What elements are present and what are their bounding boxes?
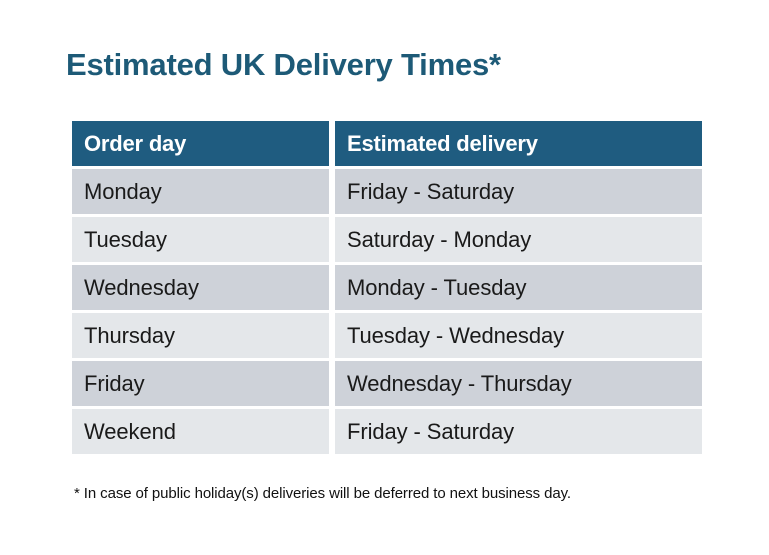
- table-row: Monday Friday - Saturday: [72, 169, 702, 214]
- table-header-row: Order day Estimated delivery: [72, 121, 702, 166]
- table-row: Weekend Friday - Saturday: [72, 409, 702, 454]
- column-header-estimated-delivery: Estimated delivery: [335, 121, 702, 166]
- delivery-times-table: Order day Estimated delivery Monday Frid…: [66, 118, 708, 457]
- cell-order-day: Weekend: [72, 409, 329, 454]
- table-row: Tuesday Saturday - Monday: [72, 217, 702, 262]
- cell-order-day: Friday: [72, 361, 329, 406]
- table-row: Friday Wednesday - Thursday: [72, 361, 702, 406]
- table-row: Thursday Tuesday - Wednesday: [72, 313, 702, 358]
- cell-estimated-delivery: Monday - Tuesday: [335, 265, 702, 310]
- cell-estimated-delivery: Wednesday - Thursday: [335, 361, 702, 406]
- table-body: Monday Friday - Saturday Tuesday Saturda…: [72, 169, 702, 454]
- cell-estimated-delivery: Saturday - Monday: [335, 217, 702, 262]
- cell-estimated-delivery: Friday - Saturday: [335, 169, 702, 214]
- table-header: Order day Estimated delivery: [72, 121, 702, 166]
- column-header-order-day: Order day: [72, 121, 329, 166]
- footnote: * In case of public holiday(s) deliverie…: [74, 485, 571, 502]
- cell-order-day: Thursday: [72, 313, 329, 358]
- cell-estimated-delivery: Tuesday - Wednesday: [335, 313, 702, 358]
- page-title: Estimated UK Delivery Times*: [66, 47, 501, 82]
- table-row: Wednesday Monday - Tuesday: [72, 265, 702, 310]
- cell-order-day: Monday: [72, 169, 329, 214]
- cell-estimated-delivery: Friday - Saturday: [335, 409, 702, 454]
- cell-order-day: Tuesday: [72, 217, 329, 262]
- cell-order-day: Wednesday: [72, 265, 329, 310]
